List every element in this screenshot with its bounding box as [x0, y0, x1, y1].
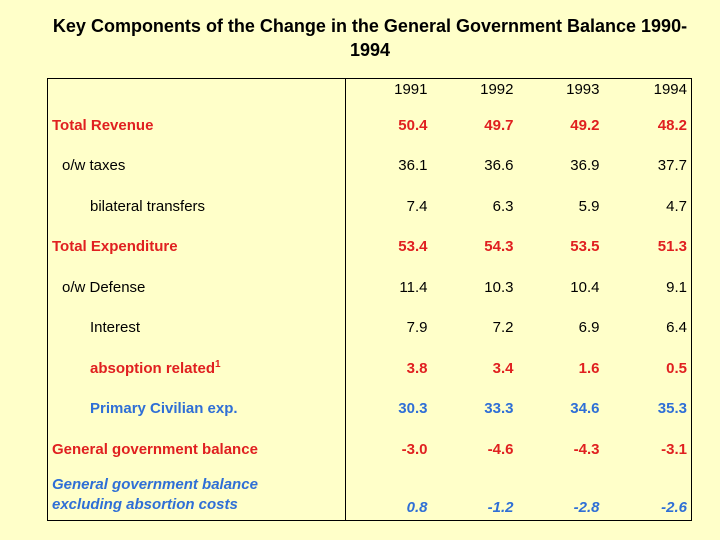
cell-value: 0.8	[406, 498, 428, 516]
table-row-taxes: o/w taxes 36.1 36.6 36.9 37.7	[47, 145, 692, 186]
cell-value: 10.3	[484, 278, 514, 296]
cell-value: 36.6	[484, 157, 514, 175]
year-header: 1991	[394, 81, 428, 98]
cell-value: 1.6	[578, 359, 600, 377]
row-label: Primary Civilian exp.	[47, 388, 346, 429]
footnote-marker: 1	[215, 359, 221, 371]
table-row-interest: Interest 7.9 7.2 6.9 6.4	[47, 307, 692, 348]
cell-value: -3.1	[661, 440, 687, 458]
cell-value: -2.6	[661, 498, 687, 516]
cell-value: 51.3	[657, 238, 687, 256]
title-line-1: Key Components of the Change in the Gene…	[52, 16, 688, 36]
cell-value: 6.9	[578, 319, 600, 337]
cell-value: 10.4	[570, 278, 600, 296]
cell-value: 49.2	[570, 116, 600, 134]
row-label: o/w taxes	[47, 145, 346, 186]
header-empty-cell	[47, 78, 346, 105]
cell-value: 11.4	[399, 278, 428, 296]
table-row-total-revenue: Total Revenue 50.4 49.7 49.2 48.2	[47, 105, 692, 146]
table-row-defense: o/w Defense 11.4 10.3 10.4 9.1	[47, 267, 692, 308]
cell-value: 6.3	[492, 197, 514, 215]
cell-value: 53.5	[570, 238, 600, 256]
cell-value: 54.3	[484, 238, 514, 256]
row-label: Total Expenditure	[47, 226, 346, 267]
cell-value: 5.9	[578, 197, 600, 215]
cell-value: -2.8	[573, 498, 600, 516]
cell-value: 7.9	[406, 319, 428, 337]
row-label-line-2: excluding absortion costs	[52, 495, 238, 513]
page-title: Key Components of the Change in the Gene…	[30, 14, 710, 62]
cell-value: 7.2	[492, 319, 514, 337]
cell-value: 35.3	[657, 400, 687, 418]
table-row-primary-civilian: Primary Civilian exp. 30.3 33.3 34.6 35.…	[47, 388, 692, 429]
year-header: 1994	[653, 81, 687, 98]
title-line-2: 1994	[349, 40, 391, 60]
cell-value: 49.7	[484, 116, 514, 134]
cell-value: -4.6	[487, 440, 514, 458]
cell-value: 37.7	[657, 157, 687, 175]
cell-value: 3.4	[492, 359, 514, 377]
cell-value: -3.0	[401, 440, 428, 458]
cell-value: 6.4	[666, 319, 687, 337]
cell-value: 34.6	[570, 400, 600, 418]
cell-value: 48.2	[657, 116, 687, 134]
cell-value: 0.5	[666, 359, 687, 377]
cell-value: 7.4	[406, 197, 428, 215]
table-row-total-expenditure: Total Expenditure 53.4 54.3 53.5 51.3	[47, 226, 692, 267]
cell-value: 53.4	[398, 238, 428, 256]
row-label: absoption related1	[47, 348, 346, 389]
row-label: Interest	[47, 307, 346, 348]
year-header: 1993	[566, 81, 600, 98]
cell-value: 36.9	[570, 157, 600, 175]
row-label: General government balance excluding abso…	[47, 469, 346, 520]
table-row-balance-excl-absorption: General government balance excluding abso…	[47, 469, 692, 520]
cell-value: 3.8	[406, 359, 428, 377]
budget-table: 1991 1992 1993 1994 Total Revenue 50.4 4…	[47, 78, 692, 521]
cell-value: 50.4	[398, 116, 428, 134]
table-row-government-balance: General government balance -3.0 -4.6 -4.…	[47, 429, 692, 470]
year-header: 1992	[480, 81, 514, 98]
table-row-absorption: absoption related1 3.8 3.4 1.6 0.5	[47, 348, 692, 389]
row-label: Total Revenue	[47, 105, 346, 146]
cell-value: -4.3	[573, 440, 600, 458]
cell-value: 33.3	[484, 400, 514, 418]
cell-value: 9.1	[666, 278, 687, 296]
row-label-line-1: General government balance	[52, 475, 258, 493]
cell-value: 36.1	[398, 157, 428, 175]
row-label: o/w Defense	[47, 267, 346, 308]
table-row-bilateral-transfers: bilateral transfers 7.4 6.3 5.9 4.7	[47, 186, 692, 227]
row-label: bilateral transfers	[47, 186, 346, 227]
cell-value: 30.3	[398, 400, 428, 418]
row-label: General government balance	[47, 429, 346, 470]
table-header-row: 1991 1992 1993 1994	[47, 78, 692, 105]
row-label-text: absoption related	[90, 360, 216, 378]
cell-value: 4.7	[666, 197, 687, 215]
cell-value: -1.2	[487, 498, 514, 516]
